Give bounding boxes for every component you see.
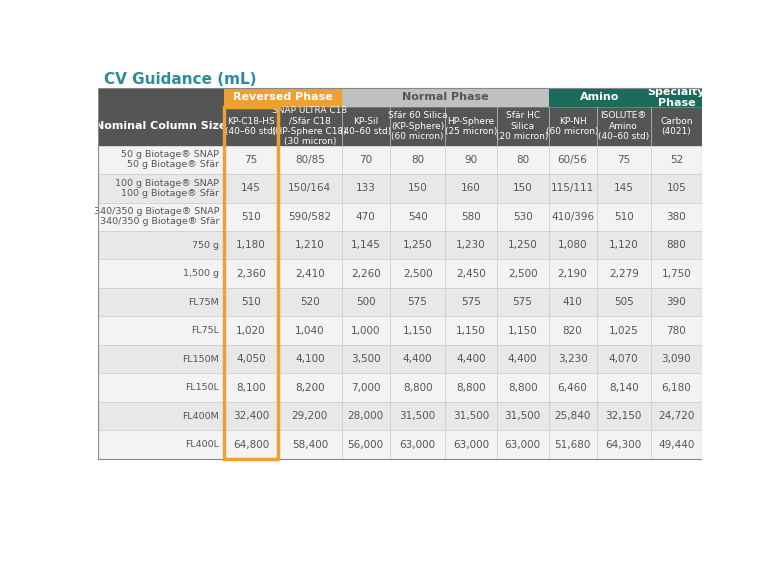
Text: 8,800: 8,800 — [456, 383, 486, 393]
Bar — [390, 107, 445, 146]
Bar — [651, 107, 702, 146]
Text: 8,800: 8,800 — [508, 383, 537, 393]
Text: 56,000: 56,000 — [348, 440, 384, 450]
Text: 1,120: 1,120 — [609, 240, 639, 250]
Bar — [98, 146, 702, 174]
Bar — [98, 288, 702, 316]
Text: 340/350 g Biotage® SNAP
340/350 g Biotage® Sfär: 340/350 g Biotage® SNAP 340/350 g Biotag… — [94, 207, 219, 227]
Text: 75: 75 — [617, 155, 630, 165]
Text: 150: 150 — [408, 183, 427, 193]
Text: 64,300: 64,300 — [605, 440, 642, 450]
Bar — [98, 402, 702, 431]
Text: 52: 52 — [670, 155, 683, 165]
Text: 2,260: 2,260 — [351, 269, 381, 279]
Text: 575: 575 — [512, 297, 533, 307]
Text: 1,150: 1,150 — [402, 325, 432, 336]
Text: 1,025: 1,025 — [609, 325, 639, 336]
Text: 1,500 g: 1,500 g — [183, 269, 219, 278]
Bar — [98, 373, 702, 402]
Bar — [98, 88, 224, 146]
Text: 880: 880 — [667, 240, 686, 250]
Text: KP-C18-HS
(40–60 std): KP-C18-HS (40–60 std) — [225, 116, 277, 136]
Text: 1,250: 1,250 — [402, 240, 432, 250]
Text: Nominal Column Size: Nominal Column Size — [95, 121, 226, 131]
Text: 2,450: 2,450 — [456, 269, 486, 279]
Text: FL75L: FL75L — [191, 326, 219, 335]
Text: 1,000: 1,000 — [351, 325, 381, 336]
Bar — [445, 107, 497, 146]
Text: 6,460: 6,460 — [558, 383, 587, 393]
Text: 63,000: 63,000 — [505, 440, 541, 450]
Bar — [224, 107, 278, 459]
Text: 4,070: 4,070 — [609, 354, 639, 364]
Bar — [342, 107, 390, 146]
Text: FL75M: FL75M — [189, 297, 219, 307]
Text: Amino: Amino — [580, 93, 619, 102]
Text: FL400M: FL400M — [183, 412, 219, 421]
Text: 105: 105 — [667, 183, 686, 193]
Text: Reversed Phase: Reversed Phase — [233, 93, 332, 102]
Text: 100 g Biotage® SNAP
100 g Biotage® Sfär: 100 g Biotage® SNAP 100 g Biotage® Sfär — [115, 179, 219, 198]
Text: 1,250: 1,250 — [508, 240, 537, 250]
Text: 80/85: 80/85 — [295, 155, 324, 165]
Bar — [98, 259, 702, 288]
Text: 3,230: 3,230 — [558, 354, 587, 364]
Bar — [651, 88, 702, 107]
Text: 90: 90 — [464, 155, 477, 165]
Text: 49,440: 49,440 — [658, 440, 695, 450]
Text: FL150M: FL150M — [183, 355, 219, 364]
Text: 64,800: 64,800 — [232, 440, 269, 450]
Text: 520: 520 — [300, 297, 320, 307]
Text: 63,000: 63,000 — [399, 440, 436, 450]
Text: 145: 145 — [241, 183, 261, 193]
Bar — [597, 107, 651, 146]
Text: 25,840: 25,840 — [555, 411, 590, 421]
Text: 410: 410 — [562, 297, 583, 307]
Text: HP-Sphere
(25 micron): HP-Sphere (25 micron) — [445, 116, 497, 136]
Text: 820: 820 — [562, 325, 583, 336]
Text: 750 g: 750 g — [192, 241, 219, 250]
Text: 31,500: 31,500 — [399, 411, 436, 421]
Text: 8,200: 8,200 — [295, 383, 324, 393]
Text: 2,410: 2,410 — [295, 269, 324, 279]
Text: 3,500: 3,500 — [351, 354, 381, 364]
Text: 4,050: 4,050 — [236, 354, 266, 364]
Text: 575: 575 — [408, 297, 427, 307]
Text: 2,279: 2,279 — [608, 269, 639, 279]
Text: 80: 80 — [411, 155, 424, 165]
Text: 28,000: 28,000 — [348, 411, 384, 421]
Text: 1,145: 1,145 — [351, 240, 381, 250]
Bar — [98, 345, 702, 373]
Text: 58,400: 58,400 — [292, 440, 328, 450]
Text: 510: 510 — [241, 297, 261, 307]
Bar — [98, 203, 702, 231]
Text: 4,400: 4,400 — [402, 354, 432, 364]
Bar — [98, 316, 702, 345]
Text: 510: 510 — [614, 212, 633, 222]
Text: Specialty
Phase: Specialty Phase — [647, 87, 705, 108]
Bar — [278, 107, 342, 146]
Text: 29,200: 29,200 — [292, 411, 328, 421]
Text: KP-Sil
(40–60 std): KP-Sil (40–60 std) — [340, 116, 392, 136]
Text: Sfär HC
Silica
(20 micron): Sfär HC Silica (20 micron) — [496, 111, 549, 141]
Text: 540: 540 — [408, 212, 427, 222]
Text: 2,360: 2,360 — [236, 269, 266, 279]
Text: 80: 80 — [516, 155, 529, 165]
Text: 1,750: 1,750 — [661, 269, 691, 279]
Text: 4,400: 4,400 — [456, 354, 486, 364]
Bar — [224, 107, 278, 146]
Text: 390: 390 — [667, 297, 686, 307]
Text: SNAP ULTRA C18
/Sfär C18
(HP-Sphere C18)
(30 micron): SNAP ULTRA C18 /Sfär C18 (HP-Sphere C18)… — [272, 106, 347, 146]
Text: Normal Phase: Normal Phase — [402, 93, 488, 102]
Text: CV Guidance (mL): CV Guidance (mL) — [104, 71, 256, 87]
Text: 115/111: 115/111 — [551, 183, 594, 193]
Text: 6,180: 6,180 — [661, 383, 691, 393]
Text: 505: 505 — [614, 297, 633, 307]
Text: FL150L: FL150L — [186, 383, 219, 392]
Text: 580: 580 — [461, 212, 481, 222]
Bar — [224, 88, 342, 107]
Text: Carbon
(4021): Carbon (4021) — [660, 116, 693, 136]
Text: 31,500: 31,500 — [453, 411, 489, 421]
Text: 575: 575 — [461, 297, 481, 307]
Text: 410/396: 410/396 — [551, 212, 594, 222]
